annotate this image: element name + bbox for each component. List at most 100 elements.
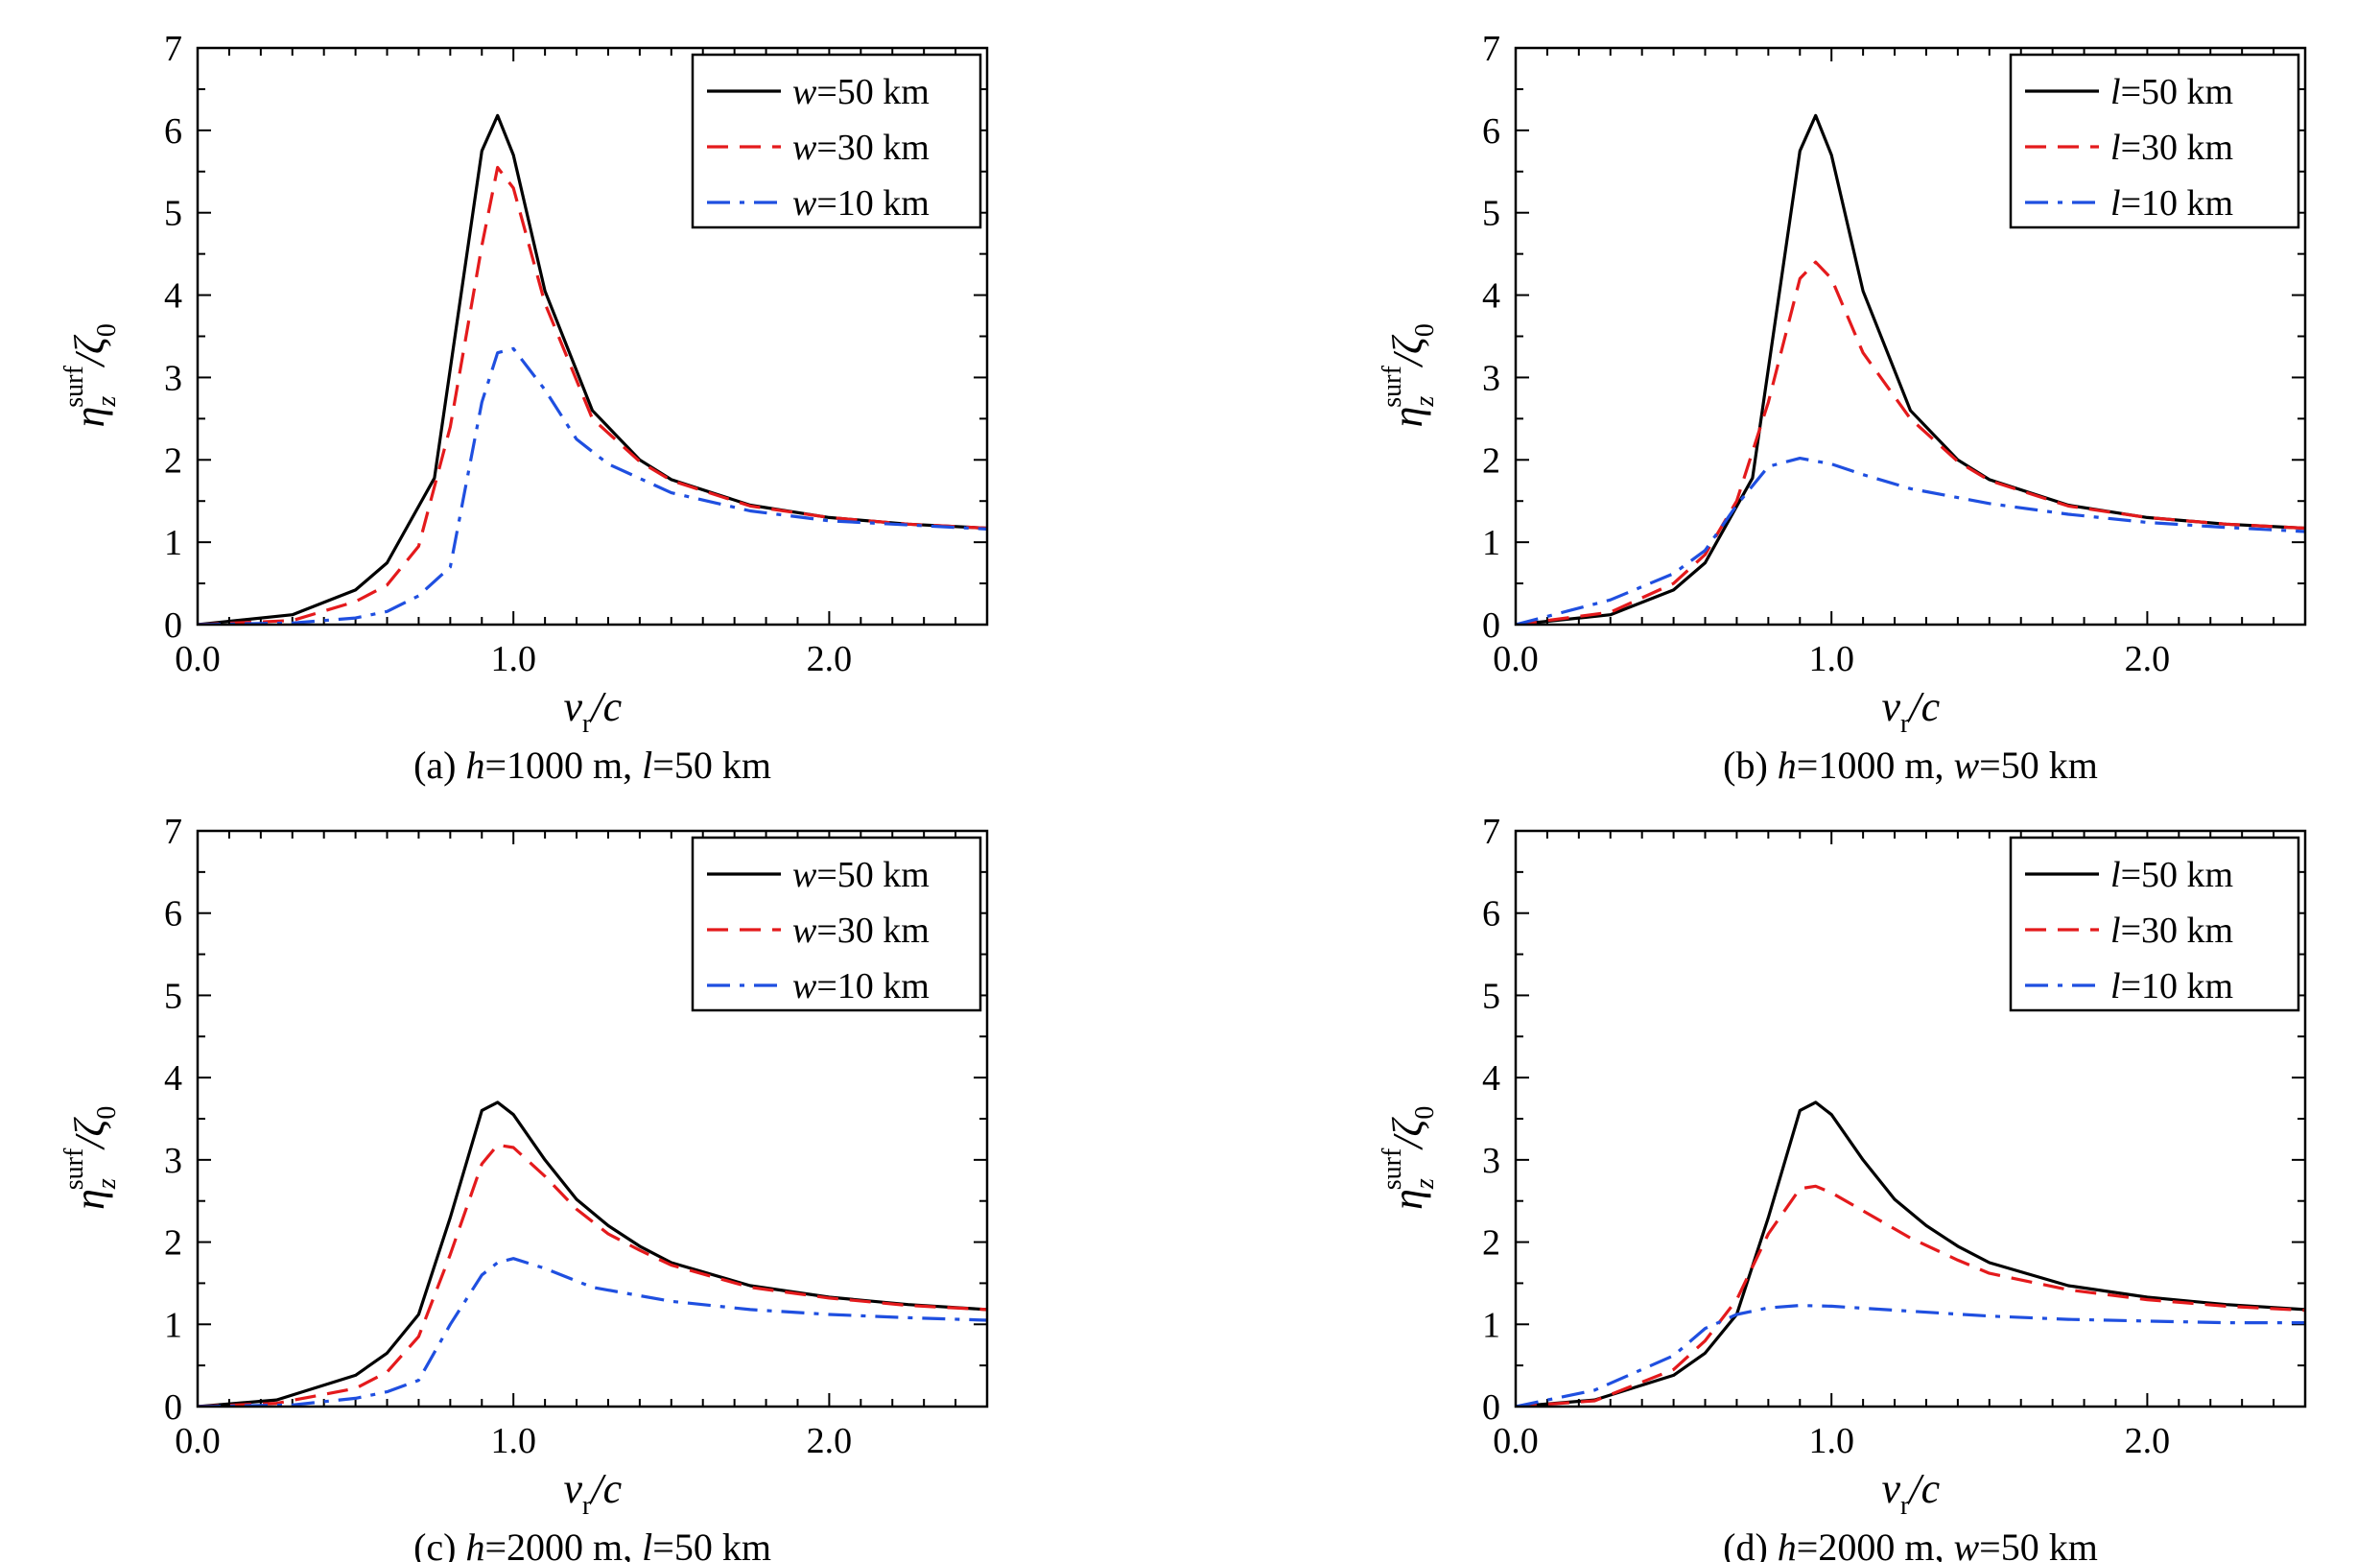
y-tick-label: 6: [1482, 894, 1500, 935]
svg-text:ηzsurf/ζ0: ηzsurf/ζ0: [1378, 323, 1440, 427]
series-line-c-1: [198, 1100, 987, 1407]
y-axis-label: ηzsurf/ζ0: [1378, 1106, 1440, 1210]
x-tick-label: 1.0: [490, 1421, 536, 1461]
y-tick-label: 0: [1482, 1387, 1500, 1428]
y-tick-label: 5: [1482, 976, 1500, 1016]
y-tick-label: 3: [1482, 358, 1500, 398]
series-line-c-2: [198, 1143, 987, 1407]
series-line-a-3: [198, 346, 987, 625]
x-tick-label: 1.0: [1808, 639, 1854, 679]
y-tick-label: 0: [1482, 605, 1500, 646]
x-tick-label: 1.0: [1808, 1421, 1854, 1461]
chart-panel-c: 0.0 1.0 2.0 0 1 2 3 4 5 6 7 vr/c ηzsurf/ζ0 w=50 km w=3…: [59, 812, 989, 1562]
legend-box: [691, 53, 982, 229]
panel-caption: (b) h=1000 m, w=50 km: [1723, 744, 2098, 787]
plot-frame: [1514, 46, 2307, 627]
plot-frame: [196, 46, 989, 627]
legend-entry: l=30 km: [2110, 128, 2233, 168]
chart-panel-b: 0.0 1.0 2.0 0 1 2 3 4 5 6 7 vr/c ηzsurf/ζ0 l=50 km l=3…: [1378, 29, 2307, 787]
x-tick-label: 0.0: [1493, 1421, 1539, 1461]
svg-text:ηzsurf/ζ0: ηzsurf/ζ0: [1378, 1106, 1440, 1210]
y-tick-label: 7: [1482, 29, 1500, 69]
legend-entry: l=50 km: [2110, 855, 2233, 895]
y-tick-label: 4: [164, 276, 182, 317]
y-tick-label: 4: [164, 1058, 182, 1099]
y-axis-label: ηzsurf/ζ0: [1378, 323, 1440, 427]
legend-entry: w=10 km: [792, 183, 930, 224]
y-tick-label: 1: [1482, 523, 1500, 563]
panel-caption: (c) h=2000 m, l=50 km: [413, 1526, 771, 1562]
legend-box: [2009, 836, 2300, 1012]
y-axis-label: ηzsurf/ζ0: [59, 323, 122, 427]
y-tick-label: 1: [164, 523, 182, 563]
y-tick-label: 5: [164, 976, 182, 1016]
svg-text:ηzsurf/ζ0: ηzsurf/ζ0: [59, 1106, 122, 1210]
y-tick-label: 2: [1482, 1223, 1500, 1264]
y-tick-label: 1: [1482, 1305, 1500, 1345]
legend-entry: w=50 km: [792, 72, 930, 112]
legend-entry: l=50 km: [2110, 72, 2233, 112]
legend-entry: l=10 km: [2110, 966, 2233, 1006]
x-axis-label: vr/c: [1882, 683, 1941, 739]
legend: w=50 km w=30 km w=10 km: [691, 836, 982, 1012]
y-tick-label: 6: [1482, 111, 1500, 152]
y-tick-label: 7: [164, 29, 182, 69]
legend-box: [2009, 53, 2300, 229]
x-tick-label: 0.0: [175, 639, 221, 679]
legend: l=50 km l=30 km l=10 km: [2009, 53, 2300, 229]
legend-entry: l=10 km: [2110, 183, 2233, 224]
legend-entry: w=10 km: [792, 966, 930, 1006]
y-tick-label: 7: [164, 812, 182, 852]
y-tick-label: 6: [164, 111, 182, 152]
y-tick-label: 2: [164, 440, 182, 481]
y-tick-label: 3: [1482, 1141, 1500, 1181]
chart-panel-a: 0.0 1.0 2.0 0 1 2 3 4 5 6 7 vr/c ηzsurf/ζ0 w=50 km w=3…: [59, 29, 989, 787]
x-tick-label: 0.0: [1493, 639, 1539, 679]
series-line-d-1: [1516, 1100, 2305, 1407]
y-tick-label: 3: [164, 1141, 182, 1181]
y-tick-label: 2: [164, 1223, 182, 1264]
y-tick-label: 4: [1482, 276, 1500, 317]
y-tick-label: 5: [1482, 194, 1500, 234]
legend-entry: w=50 km: [792, 855, 930, 895]
series-line-b-2: [1516, 260, 2305, 625]
y-tick-label: 7: [1482, 812, 1500, 852]
legend-entry: l=30 km: [2110, 911, 2233, 951]
panel-caption: (a) h=1000 m, l=50 km: [413, 744, 771, 787]
series-line-c-3: [198, 1257, 987, 1407]
x-tick-label: 1.0: [490, 639, 536, 679]
series-line-a-2: [198, 165, 987, 625]
x-axis-label: vr/c: [564, 1465, 623, 1521]
x-axis-label: vr/c: [564, 683, 623, 739]
series-line-d-3: [1516, 1304, 2305, 1407]
legend-box: [691, 836, 982, 1012]
x-tick-label: 2.0: [2125, 639, 2171, 679]
plot-frame: [196, 829, 989, 1408]
y-tick-label: 0: [164, 605, 182, 646]
y-tick-label: 4: [1482, 1058, 1500, 1099]
x-tick-label: 0.0: [175, 1421, 221, 1461]
y-tick-label: 3: [164, 358, 182, 398]
series-line-d-2: [1516, 1184, 2305, 1407]
svg-text:ηzsurf/ζ0: ηzsurf/ζ0: [59, 323, 122, 427]
x-tick-label: 2.0: [807, 1421, 853, 1461]
chart-panel-d: 0.0 1.0 2.0 0 1 2 3 4 5 6 7 vr/c ηzsurf/ζ0 l=50 km l=3…: [1378, 812, 2307, 1562]
plot-frame: [1514, 829, 2307, 1408]
y-tick-label: 1: [164, 1305, 182, 1345]
y-axis-label: ηzsurf/ζ0: [59, 1106, 122, 1210]
legend-entry: w=30 km: [792, 128, 930, 168]
x-tick-label: 2.0: [807, 639, 853, 679]
y-tick-label: 2: [1482, 440, 1500, 481]
legend: l=50 km l=30 km l=10 km: [2009, 836, 2300, 1012]
y-tick-label: 0: [164, 1387, 182, 1428]
panel-caption: (d) h=2000 m, w=50 km: [1723, 1526, 2098, 1562]
y-tick-label: 5: [164, 194, 182, 234]
y-tick-label: 6: [164, 894, 182, 935]
series-line-b-3: [1516, 457, 2305, 625]
x-tick-label: 2.0: [2125, 1421, 2171, 1461]
x-axis-label: vr/c: [1882, 1465, 1941, 1521]
legend-entry: w=30 km: [792, 911, 930, 951]
legend: w=50 km w=30 km w=10 km: [691, 53, 982, 229]
